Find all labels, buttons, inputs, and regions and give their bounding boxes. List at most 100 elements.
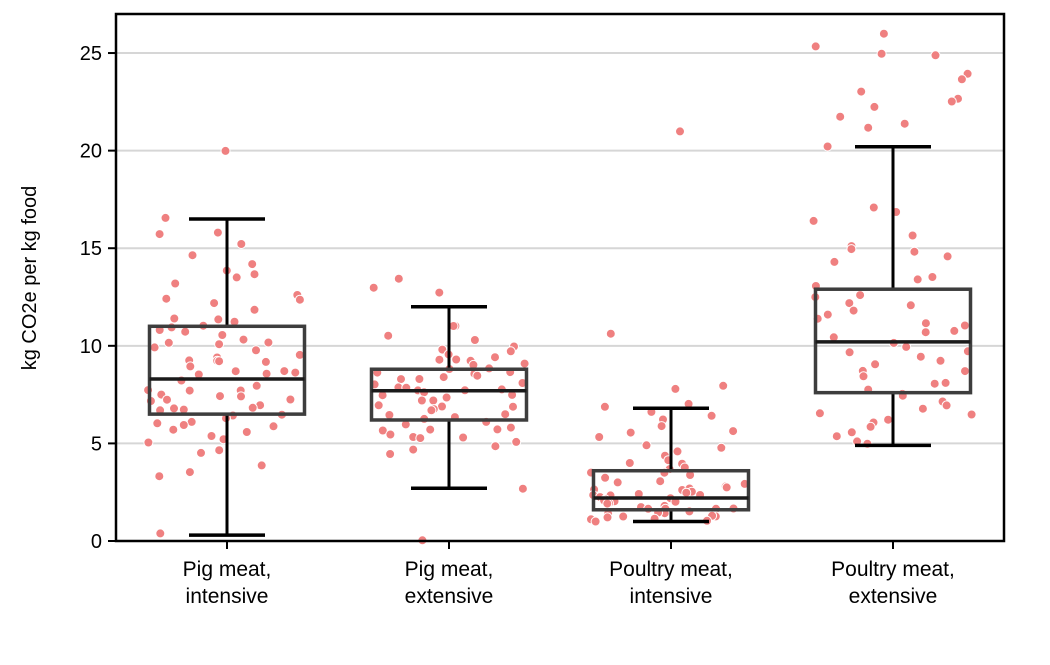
data-point — [656, 421, 667, 432]
data-point — [899, 118, 910, 129]
data-point — [160, 212, 171, 223]
y-tick-label: 25 — [80, 43, 102, 65]
data-point — [220, 145, 231, 156]
data-point — [602, 498, 613, 509]
data-point — [856, 86, 867, 97]
data-point — [441, 392, 452, 403]
data-point — [966, 409, 977, 420]
data-point — [434, 354, 445, 365]
data-point — [602, 512, 613, 523]
data-point — [706, 410, 717, 421]
data-point — [492, 424, 503, 435]
data-point — [178, 420, 189, 430]
data-point — [383, 330, 394, 341]
data-point — [155, 528, 166, 539]
data-point — [415, 433, 426, 444]
data-point — [187, 250, 198, 261]
data-point — [844, 347, 855, 358]
data-point — [458, 432, 469, 443]
data-point — [956, 74, 967, 85]
data-point — [848, 305, 859, 316]
data-point — [846, 244, 857, 255]
data-point — [670, 383, 681, 394]
data-point — [600, 472, 611, 483]
y-tick-label: 5 — [91, 433, 102, 455]
data-point — [238, 334, 249, 345]
data-point — [214, 445, 225, 456]
data-point — [500, 409, 511, 420]
data-point — [231, 272, 242, 283]
data-point — [154, 229, 165, 240]
data-point — [425, 424, 436, 435]
data-point — [844, 298, 855, 309]
data-point — [396, 374, 406, 385]
data-point — [143, 437, 154, 448]
data-point — [810, 41, 821, 52]
data-point — [681, 487, 692, 498]
data-point — [927, 272, 938, 282]
x-tick-label: extensive — [849, 585, 938, 608]
data-point — [519, 358, 530, 369]
data-point — [941, 400, 952, 411]
data-point — [408, 444, 419, 455]
data-point — [214, 356, 225, 367]
data-point — [414, 374, 425, 384]
data-point — [168, 424, 179, 435]
data-point — [920, 327, 931, 338]
data-point — [672, 446, 683, 457]
data-point — [490, 352, 500, 363]
axes: 0 5 10 15 20 25 Pig meat, intensive Pig meat, ext… — [80, 43, 955, 608]
data-point — [260, 356, 271, 367]
data-point — [594, 432, 605, 442]
data-point — [855, 290, 866, 301]
data-point — [870, 359, 881, 370]
data-point — [161, 293, 172, 304]
data-point — [209, 298, 220, 309]
data-point — [599, 401, 610, 412]
data-point — [434, 287, 445, 298]
data-point — [624, 458, 635, 468]
y-tick-label: 10 — [80, 336, 102, 358]
data-point — [241, 427, 252, 437]
data-point — [472, 370, 483, 381]
x-tick-label: extensive — [405, 585, 494, 608]
data-point — [930, 50, 941, 61]
data-point — [808, 215, 819, 226]
data-point — [920, 318, 931, 329]
data-point — [929, 378, 940, 389]
data-point — [940, 377, 951, 388]
data-point — [393, 273, 404, 284]
data-point — [290, 367, 301, 378]
data-point — [184, 467, 195, 478]
data-point — [915, 351, 926, 362]
y-tick-label: 0 — [91, 531, 102, 553]
data-point — [511, 436, 522, 447]
data-point — [215, 391, 225, 402]
data-point — [949, 325, 960, 336]
data-point — [212, 227, 223, 238]
data-point — [675, 126, 685, 137]
y-tick-label: 15 — [80, 238, 102, 260]
data-point — [384, 410, 395, 420]
data-point — [959, 320, 970, 331]
data-point — [285, 394, 296, 405]
data-point — [180, 326, 191, 337]
data-point — [909, 246, 920, 257]
data-point — [149, 342, 160, 353]
data-point — [236, 391, 246, 402]
data-point — [625, 427, 636, 438]
x-tick-label: Pig meat, — [183, 558, 272, 581]
data-point — [505, 346, 516, 357]
data-point — [876, 48, 887, 59]
data-point — [912, 274, 923, 285]
data-point — [268, 421, 279, 432]
data-point — [385, 429, 396, 440]
x-tick-label: Pig meat, — [405, 558, 494, 581]
plot-frame — [114, 12, 1006, 543]
data-point — [247, 259, 258, 270]
data-point — [901, 341, 912, 352]
data-point — [831, 431, 842, 442]
data-point — [641, 440, 652, 451]
data-point — [822, 141, 833, 152]
